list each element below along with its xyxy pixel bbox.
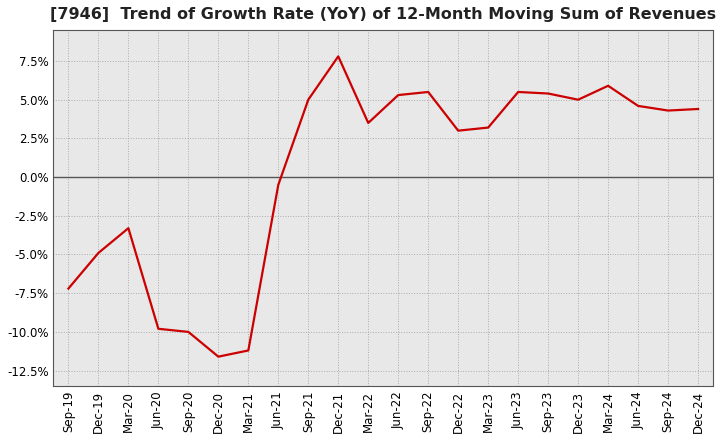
Title: [7946]  Trend of Growth Rate (YoY) of 12-Month Moving Sum of Revenues: [7946] Trend of Growth Rate (YoY) of 12-…	[50, 7, 716, 22]
